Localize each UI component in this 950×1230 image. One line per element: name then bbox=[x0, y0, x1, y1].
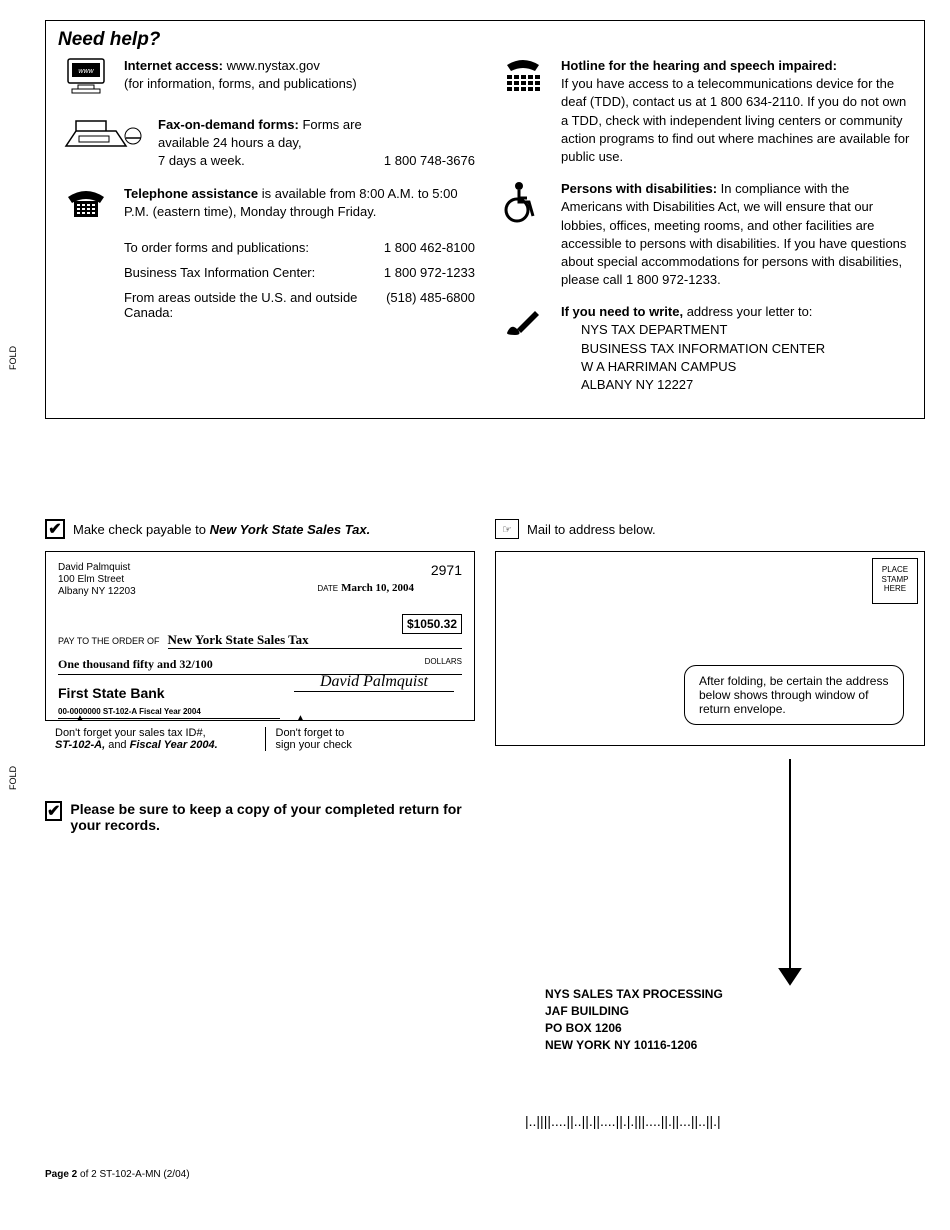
phone-text: Telephone assistance is available from 8… bbox=[124, 185, 475, 221]
postal-barcode: |..||||....||..||.||....||.|.|||....||.|… bbox=[525, 1113, 925, 1129]
phone-list: To order forms and publications:1 800 46… bbox=[124, 240, 475, 320]
write-text: If you need to write, address your lette… bbox=[561, 303, 912, 394]
phone-icon bbox=[58, 185, 114, 226]
computer-icon: www bbox=[58, 57, 114, 102]
tdd-icon bbox=[495, 57, 551, 106]
hotline-text: Hotline for the hearing and speech impai… bbox=[561, 57, 912, 166]
envelope: PLACE STAMP HERE After folding, be certa… bbox=[495, 551, 925, 746]
help-title: Need help? bbox=[58, 29, 912, 51]
payable-row: ✔ Make check payable to New York State S… bbox=[45, 519, 475, 539]
pointer-icon: ☞ bbox=[495, 519, 519, 539]
fold-marker-2: FOLD bbox=[8, 766, 18, 790]
keep-copy-row: ✔ Please be sure to keep a copy of your … bbox=[45, 801, 475, 833]
sample-check: David Palmquist 100 Elm Street Albany NY… bbox=[45, 551, 475, 721]
page-footer: Page 2 of 2 ST-102-A-MN (2/04) bbox=[45, 1169, 925, 1180]
arrow-icon bbox=[775, 759, 805, 999]
stamp-box: PLACE STAMP HERE bbox=[872, 558, 918, 604]
checkmark-icon: ✔ bbox=[45, 519, 65, 539]
fold-note: After folding, be certain the address be… bbox=[684, 665, 904, 725]
fax-text: Fax-on-demand forms: Forms are available… bbox=[158, 116, 475, 171]
disability-text: Persons with disabilities: In compliance… bbox=[561, 180, 912, 289]
fax-icon bbox=[58, 116, 148, 165]
help-section: Need help? www Internet access: www.nyst… bbox=[45, 20, 925, 419]
checkmark-icon: ✔ bbox=[45, 801, 62, 821]
mailing-address: NYS SALES TAX PROCESSING JAF BUILDING PO… bbox=[545, 986, 925, 1053]
mail-instr-row: ☞ Mail to address below. bbox=[495, 519, 925, 539]
fold-marker-1: FOLD bbox=[8, 346, 18, 370]
write-icon bbox=[495, 303, 551, 344]
internet-text: Internet access: www.nystax.gov (for inf… bbox=[124, 57, 475, 93]
check-notes: Don't forget your sales tax ID#, ST-102-… bbox=[45, 727, 475, 751]
svg-text:www: www bbox=[78, 68, 94, 75]
wheelchair-icon bbox=[495, 180, 551, 229]
